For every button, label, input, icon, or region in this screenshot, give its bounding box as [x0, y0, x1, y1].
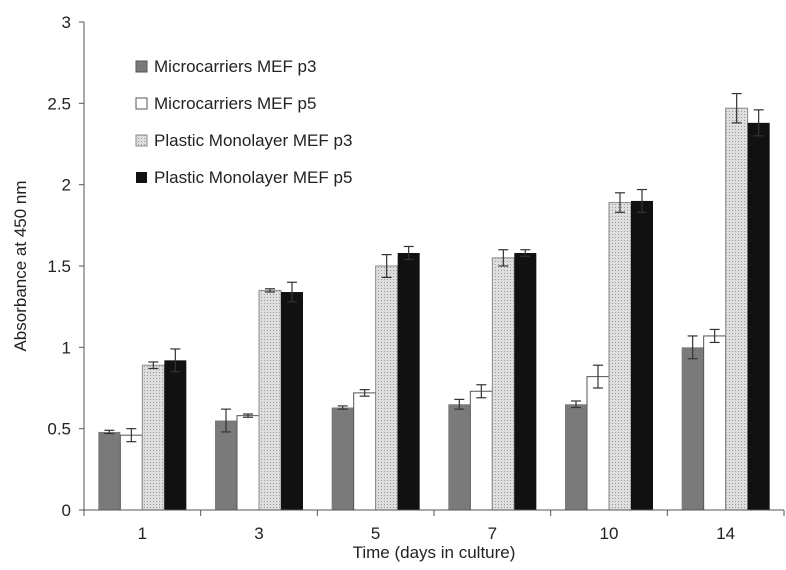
- legend-swatch: [135, 97, 148, 110]
- bar: [514, 252, 537, 510]
- bar: [631, 200, 653, 510]
- error-bar: [476, 384, 487, 399]
- bar: [397, 252, 420, 510]
- x-tick-label: 14: [716, 524, 735, 543]
- error-bar: [359, 389, 370, 397]
- bar: [281, 292, 303, 510]
- error-bar: [637, 188, 647, 213]
- legend-label: Plastic Monolayer MEF p3: [154, 131, 352, 150]
- legend: Microcarriers MEF p3 Microcarriers MEF p5…: [135, 57, 352, 187]
- bar: [353, 392, 377, 511]
- x-axis-title: Time (days in culture): [353, 543, 516, 562]
- y-tick-label: 0: [62, 501, 71, 520]
- bar: [565, 404, 587, 510]
- y-tick-label: 3: [62, 13, 71, 32]
- bar: [747, 122, 770, 510]
- error-bar: [287, 281, 297, 303]
- bar: [448, 404, 471, 510]
- y-tick-label: 1.5: [47, 257, 71, 276]
- error-bar: [615, 192, 625, 213]
- bar: [491, 257, 515, 511]
- error-bar: [731, 92, 742, 124]
- y-tick-label: 1: [62, 338, 71, 357]
- bar: [98, 431, 121, 510]
- error-bar: [593, 364, 603, 389]
- error-bar: [337, 405, 348, 410]
- legend-swatch: [136, 172, 147, 183]
- legend-swatch: [135, 134, 148, 147]
- bar: [141, 364, 165, 511]
- error-bar: [381, 254, 392, 278]
- y-axis-title: Absorbance at 450 nm: [11, 180, 30, 351]
- error-bar: [265, 288, 275, 293]
- error-bar: [170, 348, 181, 373]
- error-bar: [126, 428, 137, 443]
- error-bar: [498, 249, 509, 267]
- bar: [586, 376, 610, 511]
- y-tick-label: 2: [62, 176, 71, 195]
- error-bar: [403, 245, 414, 261]
- bar: [681, 347, 704, 510]
- error-bar: [520, 249, 531, 257]
- legend-label: Microcarriers MEF p3: [154, 57, 316, 76]
- error-bar: [571, 400, 581, 409]
- legend-swatch: [135, 60, 148, 73]
- error-bar: [221, 408, 231, 433]
- error-bar: [104, 429, 115, 435]
- y-tick-label: 2.5: [47, 94, 71, 113]
- error-bar: [454, 398, 465, 410]
- bar: [215, 420, 237, 510]
- legend-label: Microcarriers MEF p5: [154, 94, 316, 113]
- bar: [236, 415, 260, 511]
- bar: [375, 265, 399, 511]
- x-tick-label: 5: [371, 524, 380, 543]
- bar: [725, 107, 749, 511]
- y-tick-label: 0.5: [47, 420, 71, 439]
- legend-label: Plastic Monolayer MEF p5: [154, 168, 352, 187]
- x-tick-label: 3: [254, 524, 263, 543]
- bar: [119, 434, 143, 511]
- error-bar: [687, 335, 698, 360]
- x-tick-label: 1: [138, 524, 147, 543]
- bar: [258, 289, 282, 511]
- bar: [469, 390, 493, 511]
- bar: [608, 202, 632, 511]
- bar: [164, 360, 187, 510]
- error-bar: [753, 109, 764, 137]
- bar: [703, 335, 727, 511]
- error-bar: [243, 413, 253, 418]
- error-bar: [709, 328, 720, 344]
- error-bar: [148, 361, 159, 370]
- x-tick-label: 7: [488, 524, 497, 543]
- x-tick-label: 10: [600, 524, 619, 543]
- bar: [331, 407, 354, 510]
